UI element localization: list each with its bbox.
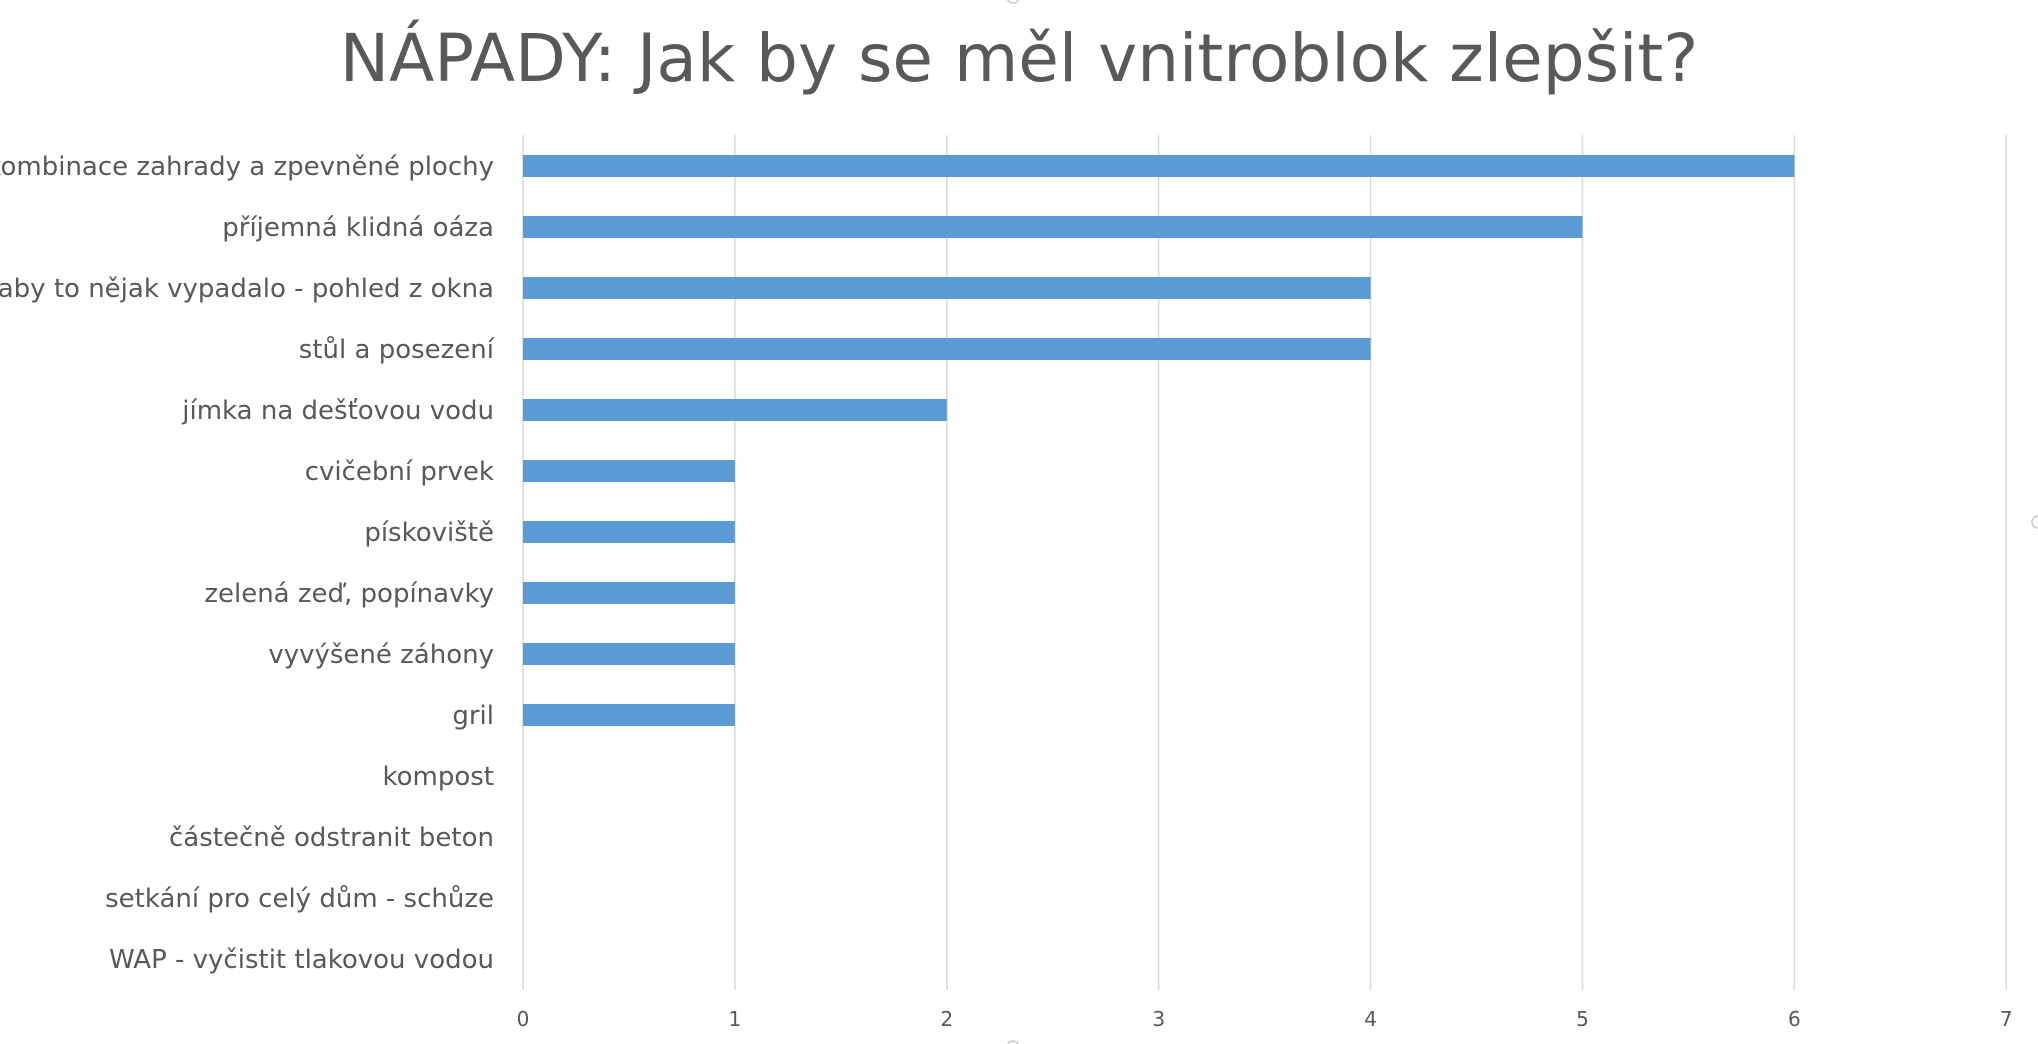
top-handle [1006, 0, 1020, 4]
x-tick-label: 1 [729, 1007, 742, 1031]
x-axis-ticks: 0 1 2 3 4 5 6 7 [517, 1007, 2013, 1031]
x-tick-label: 4 [1364, 1007, 1377, 1031]
x-tick-label: 5 [1576, 1007, 1589, 1031]
x-tick-label: 3 [1152, 1007, 1165, 1031]
bar [523, 460, 735, 482]
category-label: stůl a posezení [299, 335, 495, 365]
right-handle [2031, 515, 2038, 529]
category-label: cvičební prvek [305, 457, 494, 487]
gridlines [522, 135, 2008, 990]
category-label: pískoviště [364, 518, 494, 548]
category-label: setkání pro celý dům - schůze [105, 884, 494, 914]
category-label: částečně odstranit beton [169, 823, 494, 853]
bar [523, 277, 1371, 299]
x-tick-label: 2 [940, 1007, 953, 1031]
category-label: vyvýšené záhony [268, 640, 494, 670]
bars [523, 155, 1795, 726]
category-label: jímka na dešťovou vodu [181, 396, 494, 426]
category-labels: kombinace zahrady a zpevněné plochy příje… [0, 152, 495, 975]
category-label: zelená zeď, popínavky [204, 579, 494, 609]
category-label: gril [452, 701, 494, 731]
x-tick-label: 0 [517, 1007, 530, 1031]
category-label: příjemná klidná oáza [222, 213, 494, 243]
bar [523, 704, 735, 726]
category-label: aby to nějak vypadalo - pohled z okna [0, 274, 494, 304]
bar [523, 521, 735, 543]
category-label: kompost [382, 762, 494, 792]
category-label: kombinace zahrady a zpevněné plochy [0, 152, 494, 182]
x-tick-label: 6 [1788, 1007, 1801, 1031]
bar [523, 399, 947, 421]
selection-handles [1006, 0, 2038, 1044]
category-label: WAP - vyčistit tlakovou vodou [109, 945, 494, 975]
bar [523, 155, 1795, 177]
bar [523, 338, 1371, 360]
bar [523, 643, 735, 665]
bottom-handle [1006, 1040, 1020, 1044]
bar [523, 582, 735, 604]
chart-title: NÁPADY: Jak by se měl vnitroblok zlepšit… [339, 20, 1699, 97]
bar [523, 216, 1583, 238]
x-tick-label: 7 [2000, 1007, 2013, 1031]
